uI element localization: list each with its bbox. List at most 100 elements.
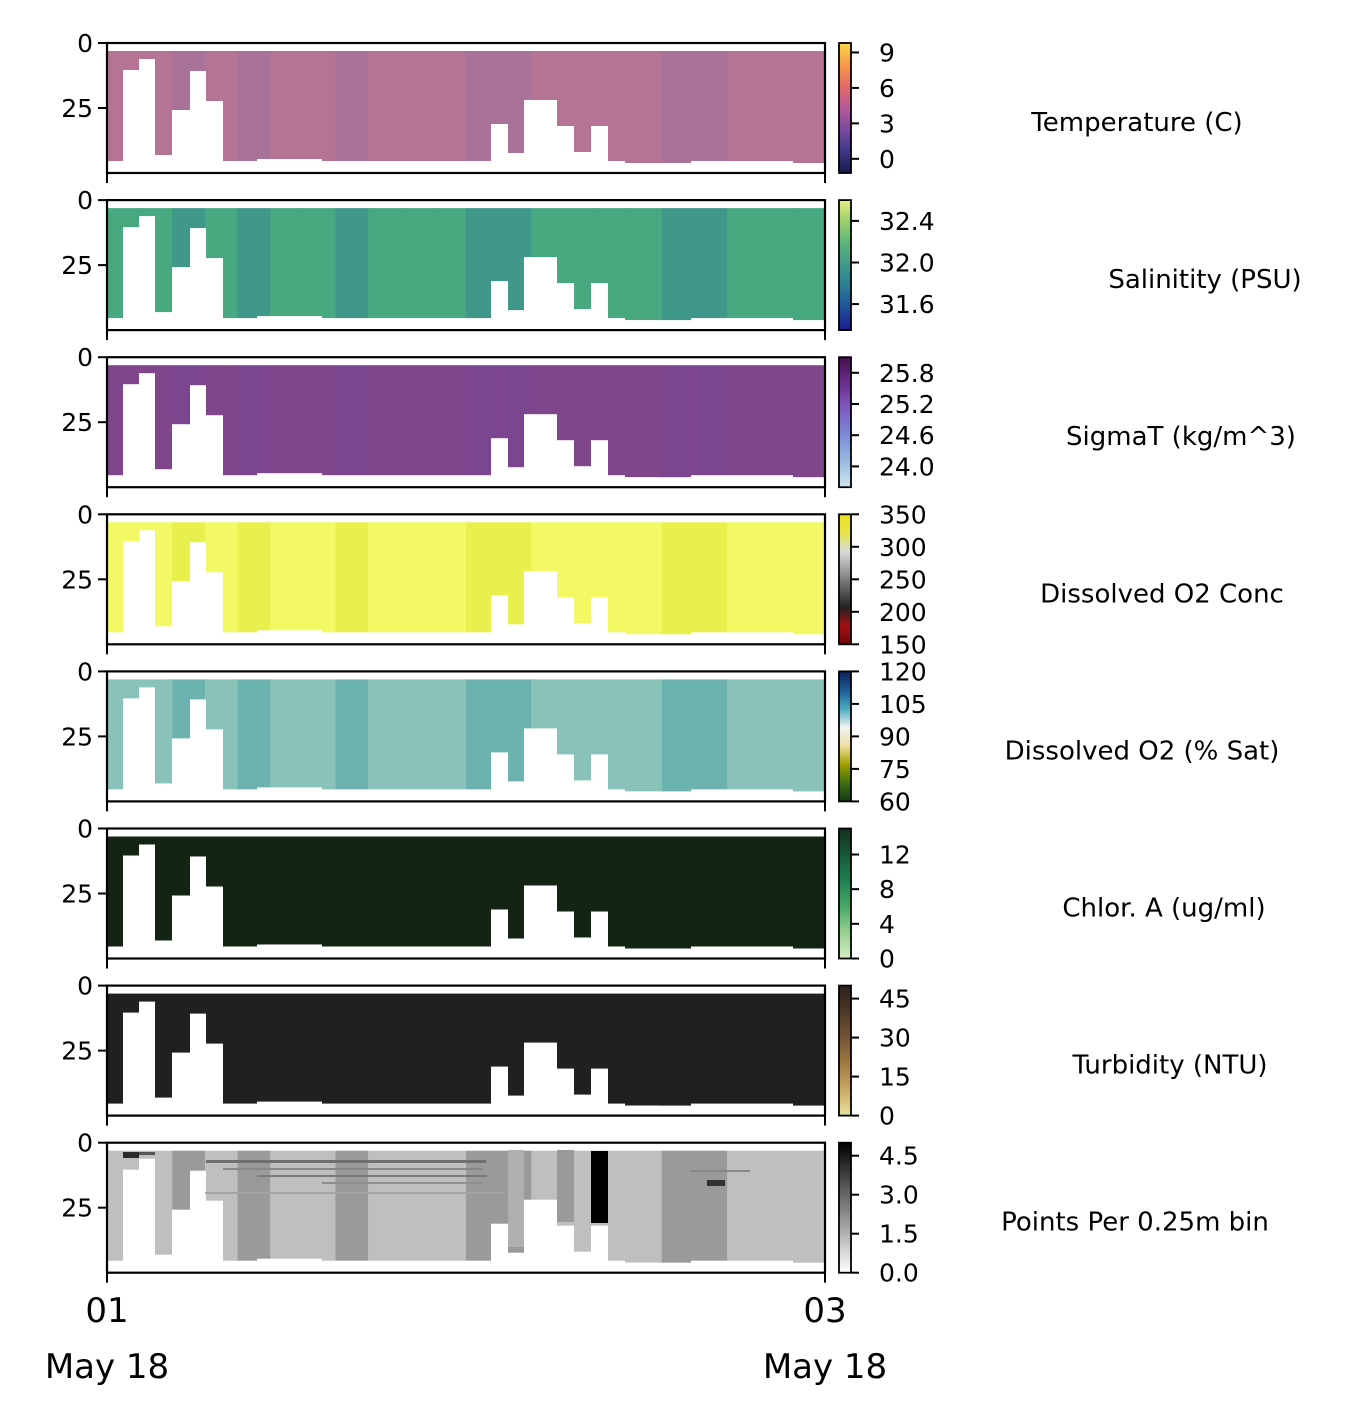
no-data-gap	[574, 937, 591, 959]
no-data-gap	[524, 728, 557, 802]
heatmap-cell	[335, 51, 369, 163]
heatmap-cell	[368, 836, 402, 949]
no-data-gap	[524, 414, 557, 488]
no-data-gap	[557, 440, 574, 488]
no-data-region	[223, 632, 257, 645]
no-data-region	[508, 1095, 524, 1116]
y-tick-label: 25	[61, 1194, 93, 1223]
no-data-region	[608, 475, 625, 488]
no-data-region	[658, 165, 691, 173]
no-data-region	[257, 473, 322, 488]
no-data-region	[322, 946, 491, 959]
no-data-region	[793, 950, 825, 959]
no-data-region	[625, 634, 658, 645]
heatmap-points-per-0-25m-bin	[107, 1150, 826, 1273]
no-data-gap	[190, 1013, 206, 1116]
y-tick-label: 0	[77, 815, 93, 844]
heatmap-cell	[270, 1150, 304, 1263]
heatmap-cell	[694, 836, 728, 949]
no-data-gap	[139, 1001, 155, 1116]
no-data-region	[322, 1260, 491, 1273]
y-tick-label: 0	[77, 972, 93, 1001]
no-data-gap	[172, 738, 190, 802]
heatmap-cell	[237, 993, 271, 1106]
bin-stripe	[205, 1192, 505, 1194]
no-data-gap	[574, 309, 591, 331]
no-data-region	[608, 632, 625, 645]
no-data-gap	[123, 698, 139, 802]
heatmap-cell	[302, 208, 337, 321]
y-tick-label: 0	[77, 343, 93, 372]
no-data-gap	[557, 126, 574, 173]
heatmap-cell	[759, 365, 793, 478]
no-data-gap	[591, 754, 608, 802]
no-data-gap	[524, 1199, 557, 1273]
colorbar-temperature-c	[838, 42, 852, 174]
no-data-region	[155, 155, 172, 173]
no-data-region	[608, 789, 625, 802]
heatmap-cell	[759, 208, 793, 321]
no-data-gap	[190, 228, 206, 331]
heatmap-cell	[759, 1150, 793, 1263]
heatmap-cell	[237, 836, 271, 949]
no-data-gap	[172, 895, 190, 959]
heatmap-cell	[302, 836, 337, 949]
heatmap-cell	[302, 1150, 337, 1263]
no-data-gap	[190, 385, 206, 488]
heatmap-cell	[270, 51, 304, 163]
no-data-gap	[524, 885, 557, 959]
heatmap-cell	[661, 993, 696, 1106]
no-data-region	[658, 1264, 691, 1273]
no-data-region	[658, 322, 691, 331]
no-data-gap	[557, 754, 574, 802]
no-data-gap	[123, 1012, 139, 1116]
colorbar-tick-label: 200	[879, 598, 927, 627]
heatmap-cell	[400, 993, 434, 1106]
panel-salinitity-psu: 0 25 32.4 32.0 31.6 Salinitity (PSU)	[61, 186, 1302, 341]
no-data-gap	[206, 415, 223, 488]
heatmap-cell	[302, 993, 337, 1106]
no-data-region	[322, 161, 491, 173]
no-data-gap	[524, 257, 557, 331]
no-data-region	[257, 316, 322, 331]
bin-stripe	[557, 1150, 574, 1222]
colorbar-dissolved-o2-sat	[838, 670, 852, 803]
heatmap-cell	[433, 836, 467, 949]
panel-title: SigmaT (kg/m^3)	[1066, 422, 1296, 452]
no-data-region	[257, 159, 322, 173]
no-data-region	[608, 946, 625, 959]
y-tick-label: 25	[61, 251, 93, 280]
heatmap-cell	[400, 51, 434, 163]
y-tick-label: 0	[77, 1129, 93, 1158]
heatmap-cell	[270, 993, 304, 1106]
y-tick-label: 25	[61, 408, 93, 437]
no-data-region	[257, 787, 322, 802]
no-data-gap	[206, 572, 223, 645]
no-data-region	[155, 940, 172, 959]
no-data-gap	[591, 911, 608, 959]
no-data-region	[658, 636, 691, 645]
no-data-region	[625, 948, 658, 959]
no-data-region	[508, 624, 524, 645]
no-data-region	[658, 793, 691, 802]
heatmap-cell	[400, 365, 434, 478]
heatmap-cell	[270, 836, 304, 949]
heatmap-cell	[759, 836, 793, 949]
heatmap-cell	[270, 522, 304, 635]
heatmap-cell	[661, 208, 696, 321]
heatmap-cell	[727, 993, 761, 1106]
no-data-gap	[123, 384, 139, 488]
bin-stripe	[123, 1152, 139, 1158]
heatmap-cell	[270, 679, 304, 792]
no-data-region	[691, 1103, 793, 1116]
y-tick-label: 0	[77, 500, 93, 529]
no-data-gap	[206, 886, 223, 959]
no-data-gap	[591, 283, 608, 331]
no-data-gap	[206, 258, 223, 331]
heatmap-cell	[368, 522, 402, 635]
colorbar-tick-label: 0	[879, 1102, 895, 1131]
no-data-region	[322, 632, 491, 645]
no-data-gap	[491, 1223, 508, 1273]
no-data-region	[257, 944, 322, 959]
heatmap-cell	[629, 365, 663, 478]
